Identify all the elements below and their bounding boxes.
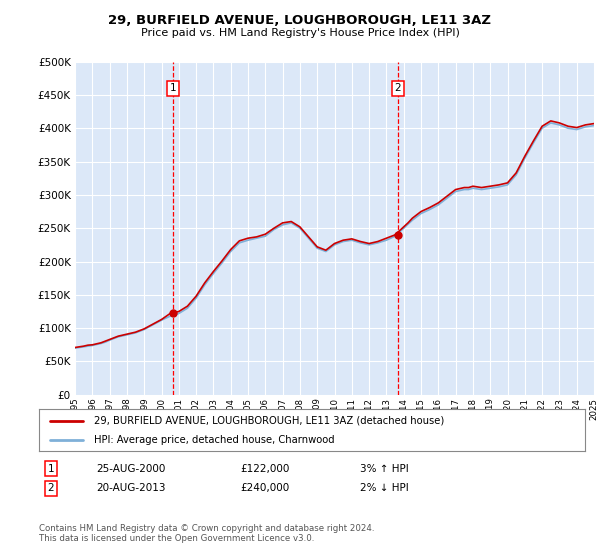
Text: £240,000: £240,000 — [240, 483, 289, 493]
Text: HPI: Average price, detached house, Charnwood: HPI: Average price, detached house, Char… — [94, 435, 334, 445]
Text: Contains HM Land Registry data © Crown copyright and database right 2024.
This d: Contains HM Land Registry data © Crown c… — [39, 524, 374, 543]
Text: 29, BURFIELD AVENUE, LOUGHBOROUGH, LE11 3AZ: 29, BURFIELD AVENUE, LOUGHBOROUGH, LE11 … — [109, 14, 491, 27]
Text: 29, BURFIELD AVENUE, LOUGHBOROUGH, LE11 3AZ (detached house): 29, BURFIELD AVENUE, LOUGHBOROUGH, LE11 … — [94, 416, 444, 426]
Text: 2: 2 — [47, 483, 55, 493]
Text: 3% ↑ HPI: 3% ↑ HPI — [360, 464, 409, 474]
Text: Price paid vs. HM Land Registry's House Price Index (HPI): Price paid vs. HM Land Registry's House … — [140, 28, 460, 38]
Text: 2% ↓ HPI: 2% ↓ HPI — [360, 483, 409, 493]
Text: 1: 1 — [47, 464, 55, 474]
Text: 20-AUG-2013: 20-AUG-2013 — [96, 483, 166, 493]
Text: 25-AUG-2000: 25-AUG-2000 — [96, 464, 166, 474]
Text: £122,000: £122,000 — [240, 464, 289, 474]
Text: 2: 2 — [394, 83, 401, 94]
Text: 1: 1 — [169, 83, 176, 94]
